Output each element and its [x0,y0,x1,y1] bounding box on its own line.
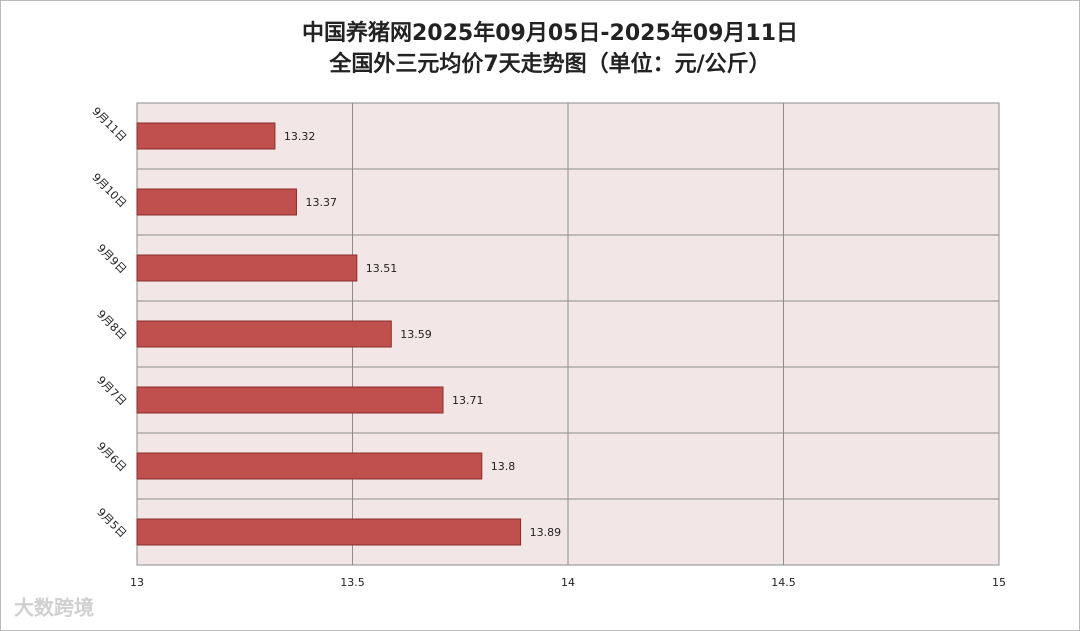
x-tick-label: 13 [130,576,144,589]
data-label: 13.32 [284,130,316,143]
bar [136,320,392,348]
data-label: 13.8 [491,460,516,473]
data-label: 13.37 [305,196,337,209]
x-tick-label: 14 [561,576,575,589]
chart-title: 中国养猪网2025年09月05日-2025年09月11日 [302,20,798,46]
bar [136,452,483,480]
x-tick-label: 13.5 [340,576,365,589]
bar [136,518,522,546]
data-label: 13.51 [366,262,398,275]
x-tick-label: 14.5 [771,576,796,589]
data-label: 13.59 [400,328,432,341]
bar [136,188,297,216]
data-label: 13.71 [452,394,484,407]
watermark: 大数跨境 [14,596,94,620]
bar [136,386,444,414]
chart-subtitle: 全国外三元均价7天走势图（单位：元/公斤） [328,51,770,77]
x-tick-label: 15 [992,576,1006,589]
bar [136,122,276,150]
bar [136,254,358,282]
data-label: 13.89 [530,526,562,539]
